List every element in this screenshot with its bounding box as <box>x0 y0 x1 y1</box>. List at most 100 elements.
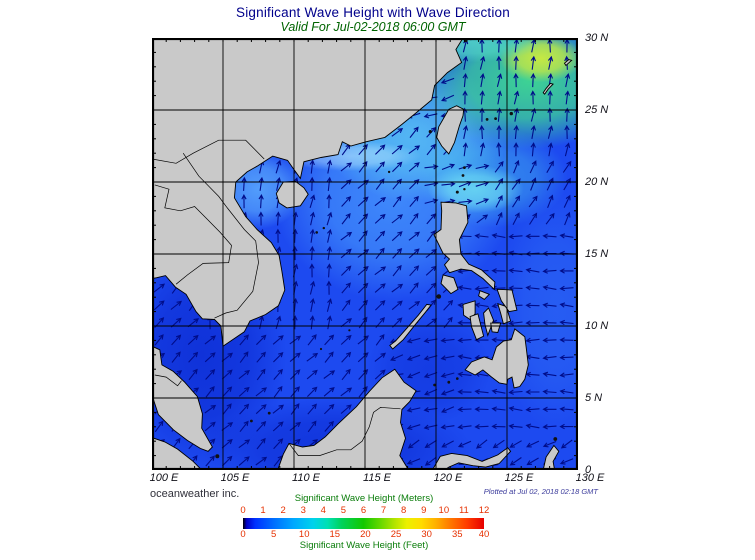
wave-arrow <box>424 439 437 449</box>
wave-arrow <box>326 176 332 191</box>
wave-arrow <box>479 55 486 70</box>
meters-tick-label: 7 <box>380 505 387 516</box>
wave-arrow <box>375 144 386 155</box>
wave-arrow <box>547 125 554 139</box>
wave-arrow <box>496 124 502 140</box>
wave-arrow <box>241 194 247 209</box>
wave-arrow <box>221 438 233 449</box>
wave-arrow <box>547 90 553 105</box>
wave-arrow <box>559 354 574 361</box>
country-border <box>154 184 232 285</box>
wave-arrow <box>462 142 469 157</box>
wave-arrow <box>407 439 420 449</box>
wave-arrow <box>525 267 540 274</box>
wave-arrow <box>358 385 368 398</box>
wave-arrow <box>238 456 250 466</box>
wave-arrow <box>255 404 267 415</box>
wave-arrow <box>542 406 557 412</box>
wave-arrow <box>390 354 404 361</box>
wave-arrow <box>222 455 233 467</box>
wave-arrow <box>440 424 455 430</box>
map-canvas <box>152 38 578 470</box>
wave-arrow <box>307 420 317 433</box>
wave-arrow <box>289 352 301 363</box>
wave-arrow <box>547 194 554 209</box>
wave-arrow <box>205 369 216 380</box>
wave-arrow <box>474 424 489 430</box>
wave-arrow <box>326 194 332 209</box>
wave-arrow <box>272 404 285 414</box>
wave-arrow <box>547 142 554 157</box>
wave-arrow <box>358 160 368 173</box>
wave-arrow <box>324 403 335 415</box>
wave-arrow <box>256 437 266 450</box>
wave-arrow <box>275 228 281 243</box>
landmass <box>152 345 213 452</box>
wave-arrow <box>275 315 282 330</box>
wave-arrow <box>542 371 557 377</box>
meters-tick-label: 11 <box>458 505 469 516</box>
page-title: Significant Wave Height with Wave Direct… <box>236 5 510 20</box>
wave-arrow <box>171 334 182 346</box>
wave-arrow <box>513 124 519 140</box>
meters-tick-label: 4 <box>320 505 326 516</box>
wave-arrow <box>326 263 332 278</box>
wave-arrow <box>564 142 571 157</box>
wave-arrow <box>496 73 503 88</box>
wave-arrow <box>307 386 318 397</box>
wave-arrow <box>255 456 268 466</box>
landmass <box>490 322 502 333</box>
wave-arrow <box>492 439 505 449</box>
wave-arrow <box>309 297 316 313</box>
wave-arrow <box>440 389 455 396</box>
island-dot <box>447 380 451 384</box>
wave-arrow <box>340 162 353 172</box>
wave-arrow <box>530 72 536 88</box>
wave-arrow <box>546 160 554 173</box>
wave-arrow <box>205 455 215 467</box>
wave-arrow <box>513 90 520 105</box>
wave-arrow <box>525 233 540 239</box>
wave-arrow <box>441 163 456 171</box>
wave-arrow <box>309 228 316 243</box>
wave-arrow <box>204 352 216 363</box>
wave-arrow <box>457 424 472 430</box>
wave-arrow <box>426 282 437 294</box>
wave-arrow <box>309 194 316 209</box>
wave-arrow <box>307 334 317 346</box>
wave-arrow <box>525 337 540 344</box>
wave-arrow <box>358 299 368 311</box>
wave-arrow <box>560 439 573 449</box>
meters-tick-label: 3 <box>300 505 306 516</box>
wave-arrow <box>238 439 251 449</box>
meters-tick-label: 2 <box>280 505 286 516</box>
wave-arrow <box>375 333 385 346</box>
wave-arrow <box>528 195 538 208</box>
wave-arrow <box>391 144 403 155</box>
wave-arrow <box>273 368 283 380</box>
wave-arrow <box>392 264 402 277</box>
wave-arrow <box>324 334 335 346</box>
wave-arrow <box>426 213 436 225</box>
longitude-label: 120 E <box>433 472 463 484</box>
country-borders <box>152 139 401 456</box>
map-frame <box>152 38 578 470</box>
longitude-label: 110 E <box>292 472 320 484</box>
wave-arrow <box>496 107 502 122</box>
wave-arrow <box>326 298 333 312</box>
wave-arrow <box>409 282 419 294</box>
island-dot <box>485 118 489 121</box>
wave-arrow <box>542 389 557 395</box>
landmass <box>563 59 573 67</box>
wave-arrow <box>474 285 489 292</box>
wave-arrow <box>340 404 352 414</box>
wave-arrow <box>340 179 352 190</box>
wave-arrow <box>204 404 217 414</box>
wave-arrow <box>409 265 420 277</box>
wave-arrow <box>542 440 557 448</box>
wave-arrow <box>530 90 536 105</box>
wave-arrow <box>391 128 404 137</box>
wave-arrow <box>289 421 302 432</box>
wave-arrow <box>406 407 421 413</box>
wave-arrow <box>392 161 403 173</box>
